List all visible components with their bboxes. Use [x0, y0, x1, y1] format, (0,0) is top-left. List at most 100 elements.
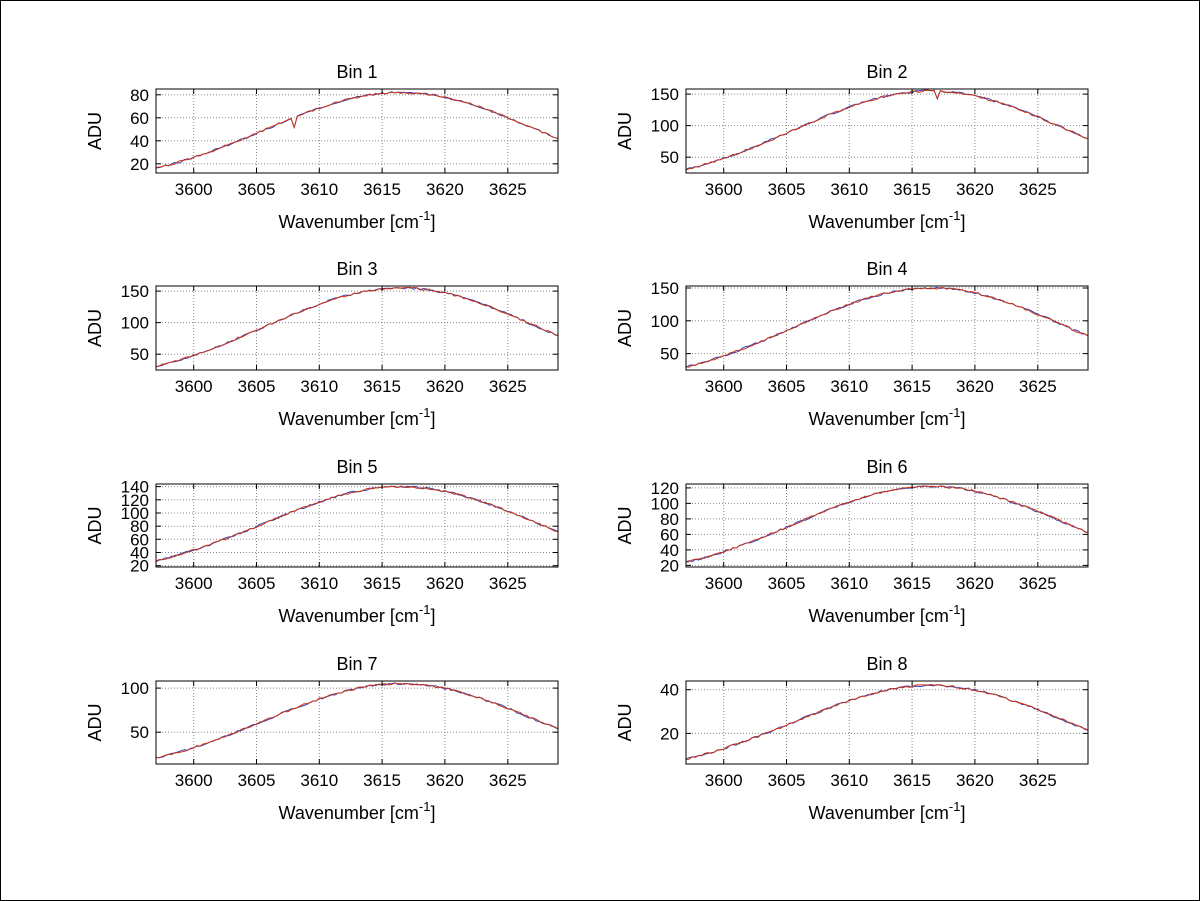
x-axis-label-close: ] — [430, 212, 435, 232]
series-line-red — [686, 287, 1088, 368]
y-tick-label: 100 — [121, 679, 149, 698]
y-axis-label: ADU — [85, 506, 105, 544]
x-tick-label: 3600 — [175, 771, 213, 790]
series-line-red — [156, 485, 558, 562]
axis-box — [155, 285, 559, 371]
x-tick-label: 3620 — [426, 180, 464, 199]
series-line-red — [156, 682, 558, 759]
x-axis-label-close: ] — [960, 409, 965, 429]
chart-bin-4: Bin 4 3600 3605 3610 3615 3620 3625 50 100 150 ADU… — [615, 259, 1089, 429]
x-tick-label: 3605 — [238, 574, 276, 593]
chart-bin-6: Bin 6 3600 3605 3610 3615 3620 3625 20406080100… — [615, 457, 1089, 626]
chart-title: Bin 2 — [866, 62, 907, 82]
x-tick-label: 3605 — [238, 771, 276, 790]
x-tick-label: 3610 — [830, 377, 868, 396]
chart-title: Bin 5 — [336, 457, 377, 477]
y-tick-label: 100 — [121, 504, 149, 523]
y-tick-label: 20 — [130, 155, 149, 174]
y-tick-label: 20 — [660, 724, 679, 743]
y-tick-label: 100 — [651, 494, 679, 513]
series-group — [686, 683, 1088, 760]
series-group — [156, 91, 558, 169]
x-tick-label: 3615 — [893, 180, 931, 199]
series-line-red — [156, 91, 558, 168]
x-tick-label: 3610 — [830, 574, 868, 593]
series-line-blue — [156, 485, 558, 563]
y-tick-label: 40 — [130, 544, 149, 563]
x-tick-label: 3615 — [893, 771, 931, 790]
x-axis-label-main: Wavenumber [cm — [809, 212, 949, 232]
series-line-blue — [156, 91, 558, 169]
series-group — [156, 286, 558, 368]
series-line-red — [686, 485, 1088, 563]
x-tick-label: 3625 — [1019, 377, 1057, 396]
chart-bin-1: Bin 1 3600 3605 3610 3615 3620 3625 20 40 60 80 ADU… — [85, 62, 559, 232]
x-tick-label: 3605 — [238, 377, 276, 396]
x-tick-label: 3625 — [489, 180, 527, 199]
y-axis-label: ADU — [85, 112, 105, 150]
x-tick-label: 3625 — [1019, 771, 1057, 790]
x-tick-label: 3620 — [426, 574, 464, 593]
y-tick-label: 150 — [121, 282, 149, 301]
x-tick-label: 3615 — [893, 574, 931, 593]
x-axis-label-close: ] — [960, 803, 965, 823]
axis-box — [155, 680, 559, 765]
x-axis-label: Wavenumber [cm-1] — [279, 799, 436, 823]
x-tick-label: 3615 — [893, 377, 931, 396]
chart-title: Bin 7 — [336, 654, 377, 674]
series-line-red — [156, 286, 558, 367]
x-tick-label: 3610 — [830, 771, 868, 790]
x-axis-label-superscript: -1 — [419, 208, 431, 223]
x-axis-label-superscript: -1 — [419, 799, 431, 814]
x-axis-label-main: Wavenumber [cm — [279, 409, 419, 429]
x-tick-label: 3600 — [175, 574, 213, 593]
y-tick-label: 120 — [651, 479, 679, 498]
y-tick-label: 40 — [130, 132, 149, 151]
x-tick-label: 3605 — [768, 574, 806, 593]
x-axis-label: Wavenumber [cm-1] — [809, 799, 966, 823]
y-tick-label: 140 — [121, 478, 149, 497]
y-tick-label: 50 — [130, 345, 149, 364]
x-axis-label-superscript: -1 — [949, 208, 961, 223]
y-tick-label: 80 — [130, 86, 149, 105]
y-tick-label: 40 — [660, 681, 679, 700]
x-axis-label-main: Wavenumber [cm — [809, 606, 949, 626]
x-tick-label: 3620 — [426, 377, 464, 396]
y-tick-label: 60 — [660, 525, 679, 544]
y-tick-label: 100 — [121, 314, 149, 333]
x-axis-label: Wavenumber [cm-1] — [279, 208, 436, 232]
y-axis-label: ADU — [85, 703, 105, 741]
series-line-blue — [686, 286, 1088, 369]
x-axis-label-main: Wavenumber [cm — [279, 803, 419, 823]
y-tick-label: 20 — [130, 557, 149, 576]
x-axis-label: Wavenumber [cm-1] — [809, 602, 966, 626]
x-axis-label-close: ] — [960, 212, 965, 232]
x-axis-label-main: Wavenumber [cm — [809, 803, 949, 823]
series-line-blue — [156, 286, 558, 368]
x-axis-label-main: Wavenumber [cm — [279, 212, 419, 232]
y-axis-label: ADU — [615, 703, 635, 741]
x-tick-label: 3615 — [363, 574, 401, 593]
y-tick-label: 100 — [651, 117, 679, 136]
y-tick-label: 120 — [121, 491, 149, 510]
y-tick-label: 80 — [130, 517, 149, 536]
series-group — [686, 89, 1088, 171]
axis-box — [685, 285, 1089, 371]
y-axis-label: ADU — [615, 112, 635, 150]
x-axis-label-main: Wavenumber [cm — [809, 409, 949, 429]
x-tick-label: 3600 — [175, 180, 213, 199]
y-tick-label: 150 — [651, 279, 679, 298]
x-axis-label-close: ] — [430, 803, 435, 823]
y-tick-label: 50 — [660, 148, 679, 167]
x-tick-label: 3625 — [489, 377, 527, 396]
x-axis-label: Wavenumber [cm-1] — [809, 208, 966, 232]
chart-bin-7: Bin 7 3600 3605 3610 3615 3620 3625 50 100 ADU Wav… — [85, 654, 559, 823]
series-line-red — [686, 683, 1088, 760]
x-tick-label: 3625 — [1019, 574, 1057, 593]
x-tick-label: 3605 — [768, 180, 806, 199]
y-tick-label: 80 — [660, 510, 679, 529]
x-axis-label-close: ] — [960, 606, 965, 626]
x-tick-label: 3600 — [705, 180, 743, 199]
x-axis-label-superscript: -1 — [949, 799, 961, 814]
chart-bin-2: Bin 2 3600 3605 3610 3615 3620 3625 50 100 150 ADU… — [615, 62, 1089, 232]
